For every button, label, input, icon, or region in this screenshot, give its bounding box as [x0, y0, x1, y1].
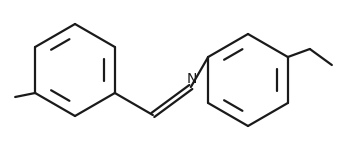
Text: N: N — [187, 72, 197, 86]
